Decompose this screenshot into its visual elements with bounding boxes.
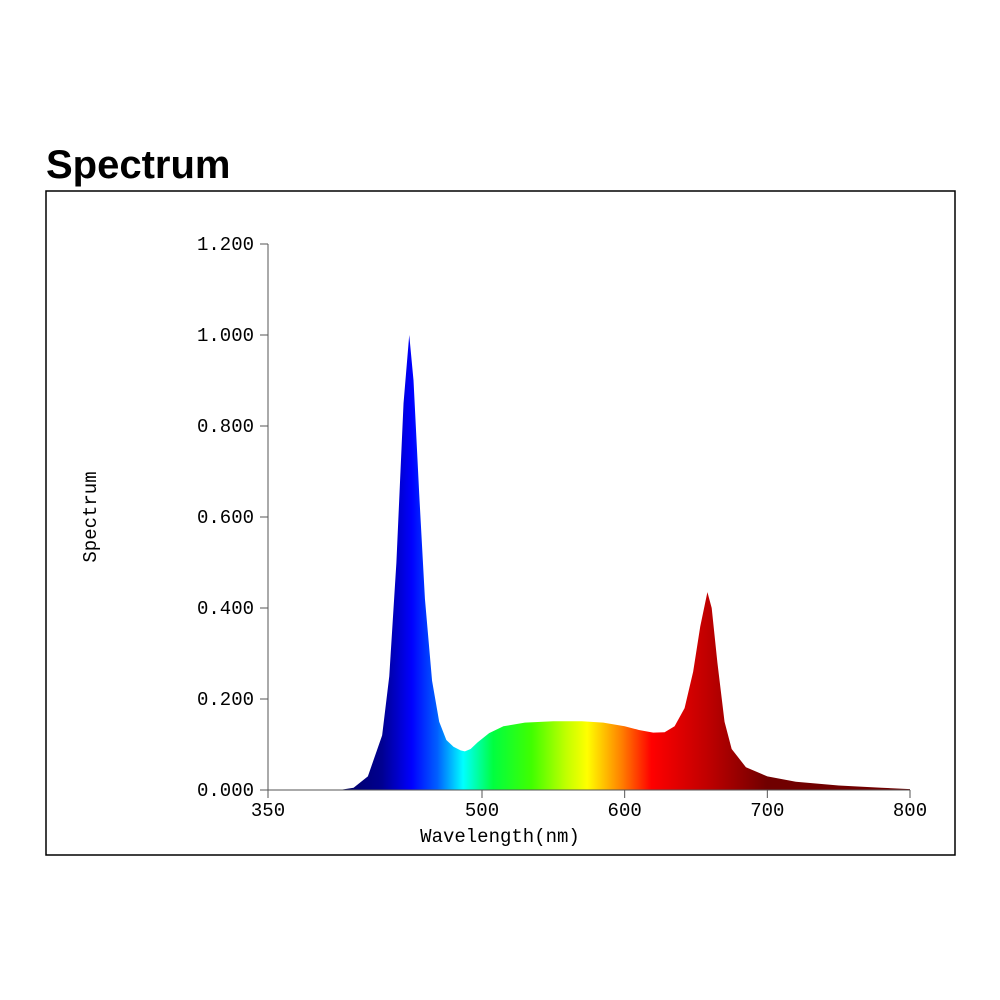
chart-title: Spectrum [46,143,231,187]
y-tick-label: 0.200 [197,689,254,711]
x-tick-label: 500 [465,800,499,822]
y-tick-label: 0.600 [197,507,254,529]
spectrum-area [339,335,910,790]
y-tick-label: 1.000 [197,325,254,347]
y-tick-label: 0.800 [197,416,254,438]
x-tick-label: 350 [251,800,285,822]
x-tick-label: 800 [893,800,927,822]
chart-frame [45,190,956,856]
y-tick-label: 0.400 [197,598,254,620]
y-axis-label: Spectrum [80,471,102,562]
x-tick-label: 700 [750,800,784,822]
x-tick-label: 600 [608,800,642,822]
x-axis-label: Wavelength(nm) [420,826,580,848]
y-tick-label: 0.000 [197,780,254,802]
y-tick-label: 1.200 [197,234,254,256]
